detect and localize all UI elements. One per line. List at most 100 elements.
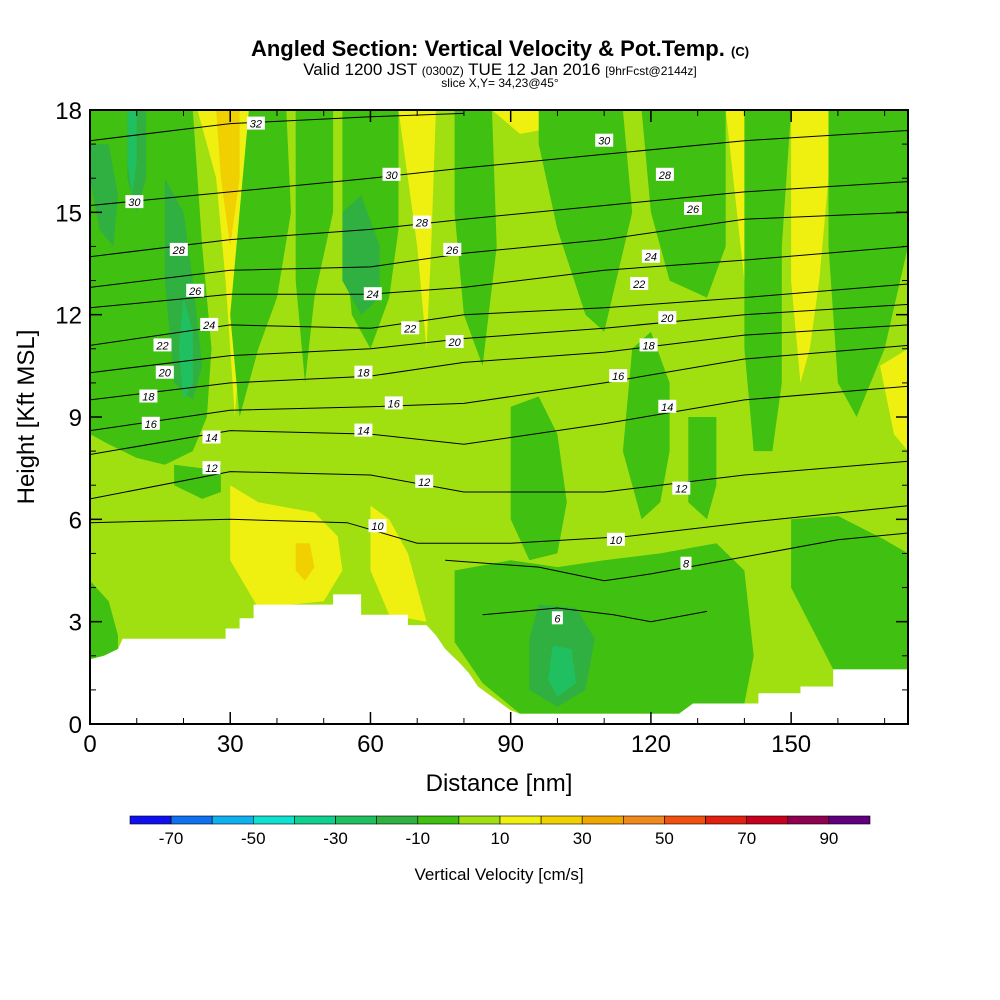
- theta-isoline-30: [90, 130, 908, 206]
- isoline-label-bg: [382, 167, 401, 181]
- colorbar-swatch: [622, 815, 665, 825]
- slice-info: slice X,Y= 34,23@45°: [441, 76, 559, 90]
- theta-isoline-16: [90, 344, 908, 432]
- velocity-region: [454, 543, 754, 714]
- y-tick-label: 6: [69, 507, 82, 534]
- velocity-region: [230, 110, 291, 417]
- isoline-label: 12: [202, 461, 221, 475]
- isoline-label: 32: [246, 116, 265, 131]
- isoline-label-bg: [655, 167, 674, 181]
- isoline-label-text: 30: [385, 170, 398, 182]
- isoline-label-text: 18: [357, 368, 370, 380]
- x-tick-label: 0: [83, 731, 96, 758]
- isoline-label-text: 16: [388, 398, 401, 410]
- x-tick-label: 150: [771, 731, 811, 758]
- colorbar-swatch: [705, 815, 747, 825]
- velocity-region: [548, 645, 577, 697]
- y-tick-label: 12: [55, 303, 82, 330]
- isoline-label-bg: [412, 215, 431, 229]
- colorbar: -70 -50 -30 -10 10 30 50 70 90: [129, 815, 871, 848]
- colorbar-swatch: [787, 815, 830, 825]
- y-tick-label: 9: [69, 405, 82, 432]
- isoline-label-bg: [155, 365, 174, 379]
- isoline-label: 28: [655, 167, 674, 182]
- isoline-label-bg: [680, 556, 692, 570]
- colorbar-swatch: [540, 815, 583, 825]
- isoline-label-bg: [658, 399, 677, 413]
- colorbar-swatch: [499, 815, 542, 825]
- x-tick-label: 120: [631, 731, 671, 758]
- theta-isoline-26: [90, 211, 908, 288]
- velocity-region: [510, 396, 567, 561]
- isoline-label: 22: [401, 321, 420, 335]
- colorbar-swatch: [458, 815, 501, 825]
- velocity-region: [828, 110, 908, 417]
- velocity-region: [791, 110, 829, 383]
- velocity-region: [127, 110, 137, 196]
- colorbar-swatch: [253, 815, 295, 825]
- y-tick-label: 0: [69, 712, 82, 739]
- velocity-region: [370, 505, 427, 622]
- isoline-label: 30: [382, 167, 401, 182]
- colorbar-tick-label: -10: [406, 829, 431, 848]
- y-axis-title: Height [Kft MSL]: [13, 330, 40, 505]
- isoline-label-text: 28: [415, 218, 429, 230]
- theta-isoline-10: [90, 505, 908, 544]
- isoline-label: 10: [368, 519, 387, 533]
- velocity-region: [230, 485, 343, 608]
- isoline-label-text: 12: [418, 477, 430, 489]
- isoline-label-text: 22: [403, 323, 416, 335]
- isoline-label-text: 20: [447, 337, 461, 349]
- isoline-label-bg: [200, 317, 219, 331]
- isoline-label-text: 10: [371, 521, 384, 533]
- isoline-label-text: 28: [172, 245, 186, 257]
- isoline-label-bg: [153, 338, 172, 352]
- velocity-region: [164, 178, 203, 400]
- x-axis-title: Distance [nm]: [426, 770, 573, 797]
- isoline-label-bg: [551, 611, 563, 625]
- colorbar-swatch: [746, 815, 789, 825]
- isoline-label-bg: [595, 133, 614, 147]
- velocity-region: [688, 417, 717, 520]
- isoline-label-text: 28: [658, 170, 672, 182]
- colorbar-tick-label: 30: [573, 829, 592, 848]
- isoline-label: 28: [169, 242, 188, 257]
- velocity-region: [880, 348, 908, 452]
- isoline-label-text: 6: [554, 613, 561, 625]
- colorbar-swatch: [129, 815, 172, 825]
- isoline-label: 30: [595, 133, 614, 148]
- isoline-label-text: 8: [683, 559, 690, 571]
- velocity-region: [342, 195, 380, 315]
- velocity-region: [641, 110, 726, 298]
- isoline-label-bg: [246, 116, 265, 130]
- isoline-label: 16: [609, 369, 628, 383]
- isoline-label-bg: [125, 195, 144, 209]
- isoline-label-text: 12: [675, 484, 687, 496]
- isoline-label: 10: [606, 532, 625, 547]
- isoline-label-bg: [202, 430, 221, 444]
- colorbar-title: Vertical Velocity [cm/s]: [414, 865, 583, 884]
- colorbar-swatch: [828, 815, 871, 825]
- isoline-label-bg: [606, 532, 625, 546]
- isoline-label-text: 30: [128, 197, 141, 209]
- velocity-region: [178, 297, 193, 400]
- isoline-label-text: 24: [644, 252, 657, 264]
- terrain-mask: [90, 594, 908, 724]
- isoline-label: 14: [202, 430, 221, 445]
- colorbar-tick-label: -30: [323, 829, 348, 848]
- colorbar-swatch: [664, 815, 706, 825]
- theta-isoline-20: [90, 303, 908, 374]
- isoline-labels: 3230303028282826262624242422222220202018…: [125, 116, 702, 625]
- x-tick-label: 60: [357, 731, 384, 758]
- isoline-label-text: 22: [632, 279, 645, 291]
- velocity-region: [295, 110, 334, 383]
- title-unit: (C): [731, 44, 750, 59]
- velocity-field: [90, 110, 908, 714]
- isoline-label-bg: [384, 396, 403, 410]
- isoline-label-text: 22: [155, 340, 168, 352]
- isoline-label-text: 10: [610, 535, 623, 547]
- theta-isoline-28: [90, 181, 908, 258]
- isoline-label: 24: [363, 287, 382, 301]
- theta-isoline-6: [482, 607, 708, 623]
